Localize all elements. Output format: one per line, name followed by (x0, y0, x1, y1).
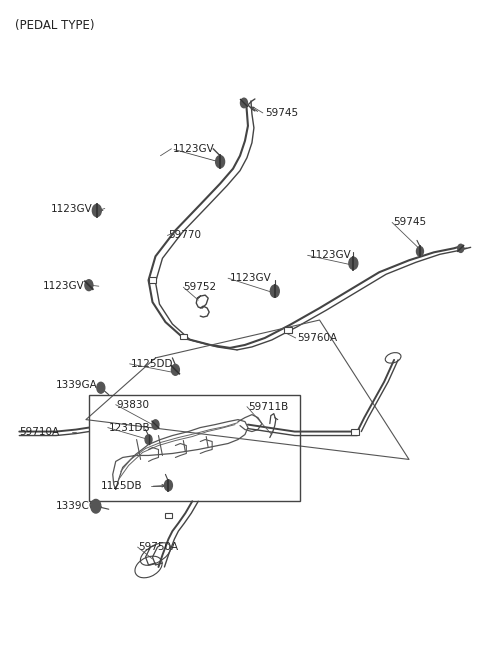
Text: 1123GV: 1123GV (51, 203, 93, 213)
Text: 93830: 93830 (117, 400, 150, 410)
Text: 59745: 59745 (393, 217, 426, 228)
Text: (PEDAL TYPE): (PEDAL TYPE) (15, 19, 95, 32)
Text: 1123GV: 1123GV (230, 273, 272, 283)
Text: 59770: 59770 (168, 230, 202, 240)
Circle shape (240, 98, 248, 108)
Bar (284, 327, 292, 333)
Bar (165, 513, 172, 518)
Circle shape (270, 285, 279, 297)
Circle shape (216, 155, 225, 168)
Circle shape (417, 247, 423, 256)
Bar (148, 277, 156, 283)
Text: 59760A: 59760A (298, 333, 338, 343)
Circle shape (349, 257, 358, 270)
Text: 59711B: 59711B (248, 401, 288, 412)
Bar (351, 428, 360, 434)
Circle shape (165, 480, 172, 491)
Text: 1123GV: 1123GV (310, 251, 351, 260)
Text: 59745: 59745 (265, 108, 298, 118)
Circle shape (97, 382, 105, 393)
Text: 1125DB: 1125DB (101, 482, 143, 491)
Text: 59710A: 59710A (19, 426, 60, 436)
Circle shape (92, 205, 101, 216)
Text: 1339GA: 1339GA (56, 380, 98, 390)
Text: 1339CC: 1339CC (56, 501, 97, 511)
Text: 1231DB: 1231DB (109, 422, 150, 432)
Circle shape (458, 244, 464, 253)
Circle shape (91, 499, 101, 513)
Text: 1123GV: 1123GV (172, 144, 214, 154)
Text: 1125DD: 1125DD (131, 359, 173, 369)
Bar (89, 395, 300, 501)
Text: 59752: 59752 (183, 282, 216, 292)
Circle shape (145, 435, 152, 444)
Circle shape (171, 364, 180, 375)
Circle shape (85, 279, 93, 291)
Circle shape (152, 420, 159, 430)
Text: 59750A: 59750A (139, 542, 179, 552)
Bar (180, 335, 187, 339)
Text: 1123GV: 1123GV (43, 281, 85, 291)
